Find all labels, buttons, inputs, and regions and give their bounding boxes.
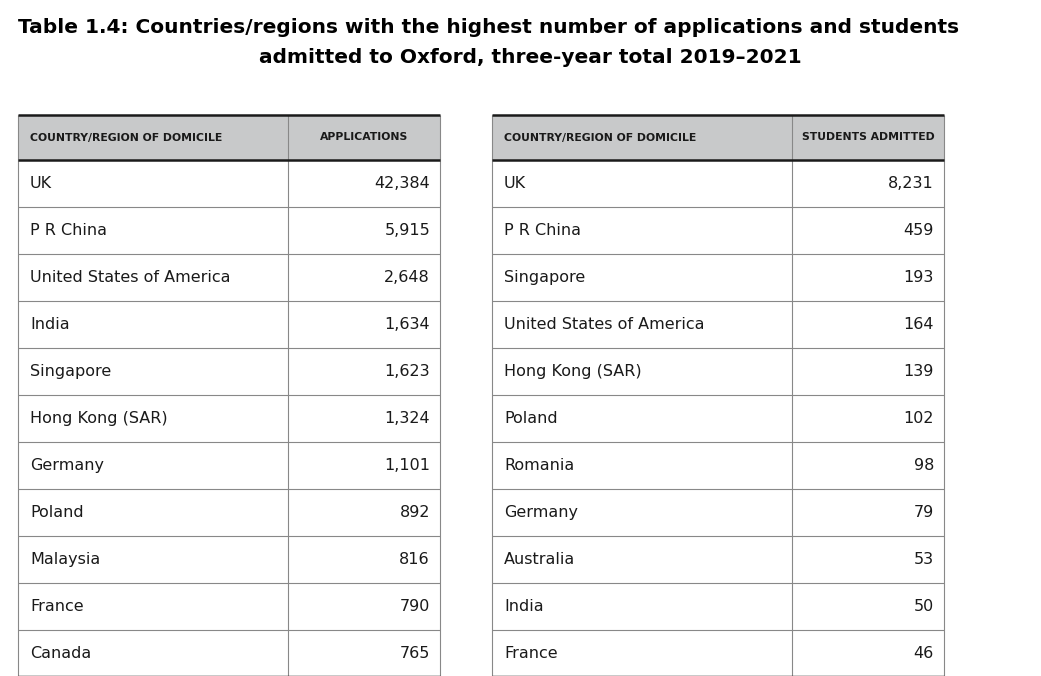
Text: India: India: [504, 599, 543, 614]
Text: Singapore: Singapore: [30, 364, 111, 379]
Text: 816: 816: [400, 552, 430, 567]
Bar: [492, 115, 944, 160]
Text: Australia: Australia: [504, 552, 576, 567]
Text: France: France: [30, 599, 83, 614]
Text: 790: 790: [400, 599, 430, 614]
Text: 892: 892: [400, 505, 430, 520]
Text: 164: 164: [904, 317, 934, 332]
Text: STUDENTS ADMITTED: STUDENTS ADMITTED: [802, 132, 935, 143]
Text: Romania: Romania: [504, 458, 575, 473]
Text: 2,648: 2,648: [384, 270, 430, 285]
Text: 459: 459: [904, 223, 934, 238]
Text: 1,101: 1,101: [384, 458, 430, 473]
Text: Malaysia: Malaysia: [30, 552, 100, 567]
Text: India: India: [30, 317, 70, 332]
Text: United States of America: United States of America: [30, 270, 230, 285]
Text: 53: 53: [914, 552, 934, 567]
Bar: [18, 115, 440, 160]
Text: UK: UK: [504, 176, 526, 191]
Text: Germany: Germany: [30, 458, 104, 473]
Text: Poland: Poland: [30, 505, 83, 520]
Text: 139: 139: [904, 364, 934, 379]
Text: Hong Kong (SAR): Hong Kong (SAR): [504, 364, 641, 379]
Text: admitted to Oxford, three-year total 2019–2021: admitted to Oxford, three-year total 201…: [258, 48, 802, 67]
Text: Table 1.4: Countries/regions with the highest number of applications and student: Table 1.4: Countries/regions with the hi…: [18, 18, 959, 37]
Text: 50: 50: [914, 599, 934, 614]
Text: Germany: Germany: [504, 505, 578, 520]
Text: Poland: Poland: [504, 411, 558, 426]
Text: 1,324: 1,324: [384, 411, 430, 426]
Text: 98: 98: [914, 458, 934, 473]
Text: Hong Kong (SAR): Hong Kong (SAR): [30, 411, 168, 426]
Text: P R China: P R China: [30, 223, 107, 238]
Text: COUNTRY/REGION OF DOMICILE: COUNTRY/REGION OF DOMICILE: [30, 132, 222, 143]
Text: 193: 193: [904, 270, 934, 285]
Text: 1,623: 1,623: [384, 364, 430, 379]
Text: P R China: P R China: [504, 223, 581, 238]
Text: 102: 102: [904, 411, 934, 426]
Text: APPLICATIONS: APPLICATIONS: [320, 132, 408, 143]
Text: 79: 79: [914, 505, 934, 520]
Text: COUNTRY/REGION OF DOMICILE: COUNTRY/REGION OF DOMICILE: [504, 132, 696, 143]
Text: 5,915: 5,915: [384, 223, 430, 238]
Text: 8,231: 8,231: [888, 176, 934, 191]
Text: Singapore: Singapore: [504, 270, 585, 285]
Text: Canada: Canada: [30, 646, 92, 661]
Text: 46: 46: [914, 646, 934, 661]
Text: UK: UK: [30, 176, 52, 191]
Text: 765: 765: [400, 646, 430, 661]
Text: United States of America: United States of America: [504, 317, 705, 332]
Text: 42,384: 42,384: [375, 176, 430, 191]
Text: France: France: [504, 646, 558, 661]
Text: 1,634: 1,634: [384, 317, 430, 332]
